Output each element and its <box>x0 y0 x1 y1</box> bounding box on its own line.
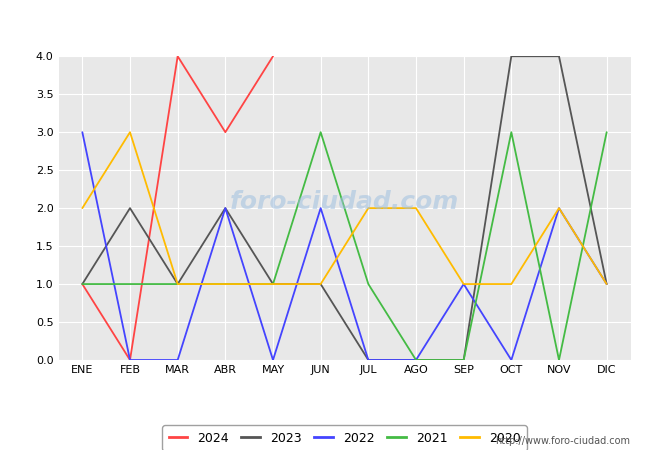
2023 <box>269 281 277 287</box>
2021 <box>603 130 610 135</box>
2023 <box>508 54 515 59</box>
2022 <box>222 205 229 211</box>
2023 <box>365 357 372 363</box>
2024 <box>222 130 229 135</box>
2022 <box>269 357 277 363</box>
2023 <box>79 281 86 287</box>
2021 <box>412 357 420 363</box>
2022 <box>79 130 86 135</box>
2022 <box>365 357 372 363</box>
Line: 2021: 2021 <box>83 132 606 360</box>
2022 <box>126 357 134 363</box>
2020 <box>508 281 515 287</box>
2021 <box>126 281 134 287</box>
2022 <box>174 357 181 363</box>
2021 <box>222 281 229 287</box>
2020 <box>222 281 229 287</box>
2021 <box>555 357 563 363</box>
2022 <box>603 281 610 287</box>
Legend: 2024, 2023, 2022, 2021, 2020: 2024, 2023, 2022, 2021, 2020 <box>162 425 526 450</box>
2024 <box>126 357 134 363</box>
2020 <box>174 281 181 287</box>
2023 <box>555 54 563 59</box>
2023 <box>222 205 229 211</box>
2020 <box>555 205 563 211</box>
2022 <box>555 205 563 211</box>
2023 <box>126 205 134 211</box>
2020 <box>365 205 372 211</box>
2021 <box>79 281 86 287</box>
2022 <box>508 357 515 363</box>
Text: http://www.foro-ciudad.com: http://www.foro-ciudad.com <box>495 436 630 446</box>
2024 <box>79 281 86 287</box>
2022 <box>317 205 324 211</box>
2020 <box>317 281 324 287</box>
2020 <box>79 205 86 211</box>
Text: foro-ciudad.com: foro-ciudad.com <box>230 190 459 214</box>
2023 <box>412 357 420 363</box>
2021 <box>317 130 324 135</box>
Text: Matriculaciones de Vehiculos en Fondón: Matriculaciones de Vehiculos en Fondón <box>159 14 491 33</box>
2020 <box>412 205 420 211</box>
2024 <box>269 54 277 59</box>
2024 <box>174 54 181 59</box>
2021 <box>174 281 181 287</box>
Line: 2023: 2023 <box>83 56 606 360</box>
Line: 2022: 2022 <box>83 132 606 360</box>
2020 <box>269 281 277 287</box>
2023 <box>460 357 467 363</box>
2021 <box>508 130 515 135</box>
2022 <box>412 357 420 363</box>
2023 <box>174 281 181 287</box>
2020 <box>603 281 610 287</box>
2020 <box>126 130 134 135</box>
2023 <box>603 281 610 287</box>
2021 <box>460 357 467 363</box>
Line: 2024: 2024 <box>83 56 273 360</box>
Line: 2020: 2020 <box>83 132 606 284</box>
2022 <box>460 281 467 287</box>
2021 <box>269 281 277 287</box>
2020 <box>460 281 467 287</box>
2021 <box>365 281 372 287</box>
2023 <box>317 281 324 287</box>
